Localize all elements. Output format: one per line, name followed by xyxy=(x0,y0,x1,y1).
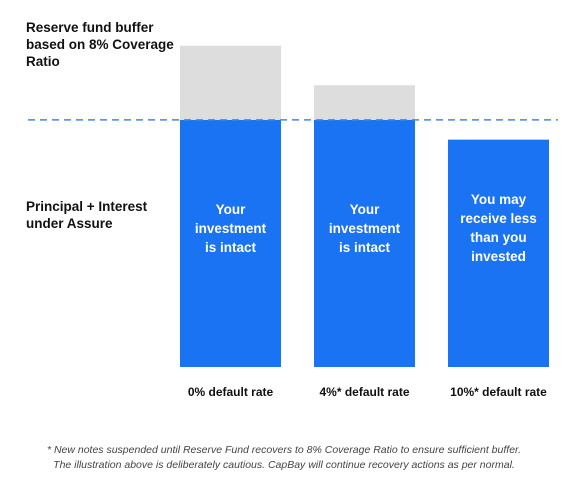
footnote-line-2: The illustration above is deliberately c… xyxy=(53,459,515,471)
category-label-10-default-rate: 10%* default rate xyxy=(450,385,547,399)
footnote-line-1: * New notes suspended until Reserve Fund… xyxy=(46,444,522,456)
principal-bar-4-default-rate xyxy=(314,119,415,367)
reserve-bar-0-default-rate xyxy=(180,45,281,120)
reserve-bar-4-default-rate xyxy=(314,85,415,120)
reserve-fund-label: Reserve fund buffer based on 8% Coverage… xyxy=(26,20,174,69)
bar-label-10-default-rate: You may receive less than you invested xyxy=(460,192,537,264)
principal-interest-label: Principal + Interest under Assure xyxy=(26,199,148,231)
footnote: * New notes suspended until Reserve Fund… xyxy=(0,443,568,473)
principal-bar-0-default-rate xyxy=(180,119,281,367)
bar-label-4-default-rate: Your investment is intact xyxy=(328,202,401,255)
category-label-4-default-rate: 4%* default rate xyxy=(319,385,410,399)
principal-bar-10-default-rate xyxy=(448,139,549,367)
category-label-0-default-rate: 0% default rate xyxy=(187,385,274,399)
bar-label-0-default-rate: Your investment is intact xyxy=(194,202,267,255)
